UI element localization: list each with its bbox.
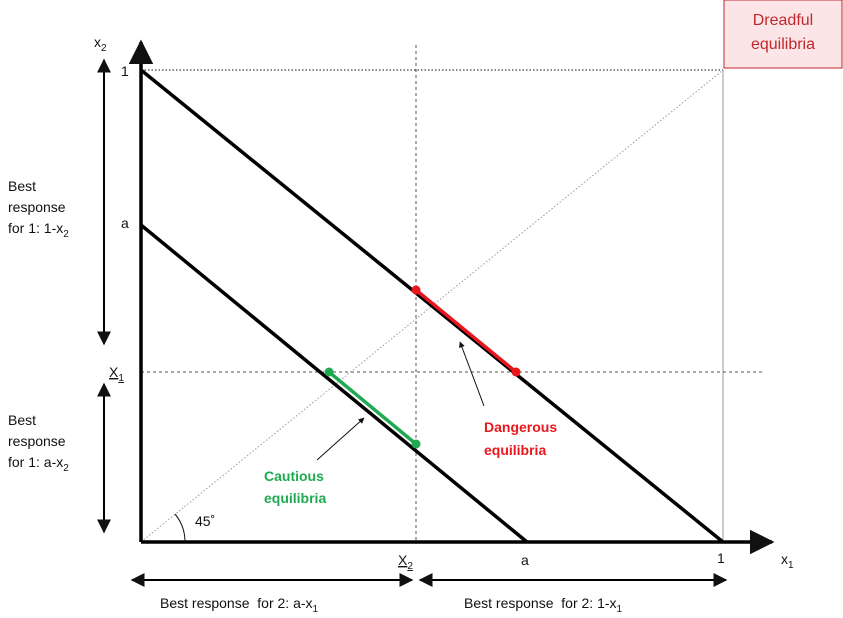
- x-tick-a: a: [521, 552, 529, 568]
- dangerous-endpoint-upper: [411, 285, 421, 295]
- left-lower-label-line1: Best: [8, 412, 36, 428]
- cautious-endpoint-upper: [324, 367, 334, 377]
- dangerous-endpoint-lower: [511, 367, 521, 377]
- x-tick-1: 1: [717, 550, 725, 566]
- cautious-label-line1: Cautious: [264, 468, 324, 484]
- angle-arc: [174, 513, 186, 543]
- bottom-left-label: Best response for 2: a-x1: [160, 595, 319, 615]
- y-axis-label: x2: [94, 34, 107, 54]
- best-response-line-1: [139, 68, 725, 544]
- angle-label: 45˚: [195, 513, 215, 529]
- left-upper-label-line3: for 1: 1-x2: [8, 220, 69, 240]
- bottom-right-label: Best response for 2: 1-x1: [464, 595, 623, 615]
- best-response-line-a: [139, 223, 529, 544]
- x-axis-label: x1: [781, 551, 794, 571]
- dangerous-equilibria-segment: [414, 288, 518, 374]
- cautious-equilibria-segment: [327, 370, 418, 446]
- dangerous-label-line1: Dangerous: [484, 419, 557, 435]
- dangerous-label-line2: equilibria: [484, 442, 546, 458]
- dreadful-label-line2: equilibria: [751, 36, 815, 53]
- left-upper-label-line1: Best: [8, 178, 36, 194]
- dreadful-label-line1: Dreadful: [753, 12, 813, 29]
- cautious-label-line2: equilibria: [264, 490, 326, 506]
- y-tick-a: a: [121, 215, 129, 231]
- left-lower-label-line2: response: [8, 433, 66, 449]
- cautious-pointer-arrow: [316, 417, 365, 461]
- left-lower-label-line3: for 1: a-x2: [8, 454, 69, 474]
- left-upper-label-line2: response: [8, 199, 66, 215]
- cautious-endpoint-lower: [411, 439, 421, 449]
- dreadful-equilibria-box: [723, 0, 843, 69]
- dangerous-pointer-arrow: [459, 341, 485, 407]
- x-tick-X2: X2: [398, 552, 413, 572]
- y-tick-X1: X1: [109, 364, 124, 384]
- y-tick-1: 1: [121, 63, 129, 79]
